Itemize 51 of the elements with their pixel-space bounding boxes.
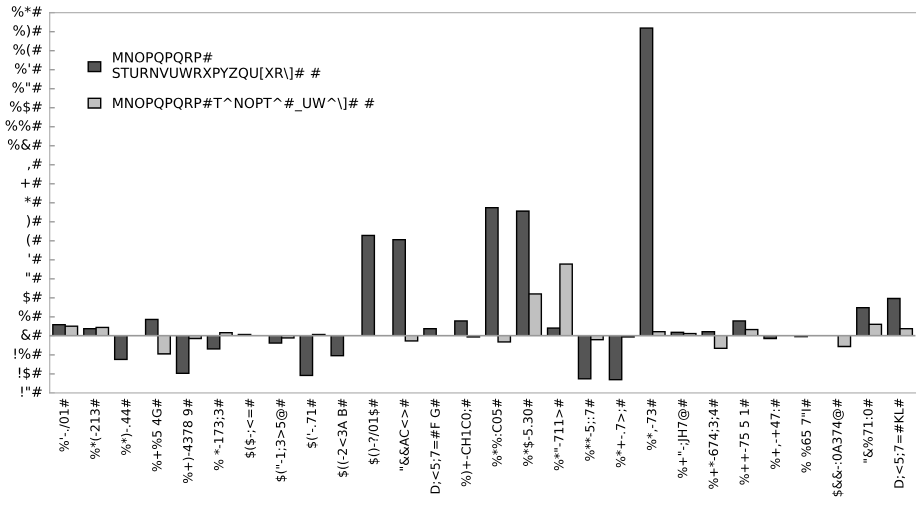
x-tick-label: $&&-:0A374@# [832,398,844,496]
legend-label: MNOPQPQRP# STURNVUWRXPYZQU[XR\]# # [112,52,320,80]
text: %"# [12,82,42,93]
x-tick-label: D;<5;7=#KL# [894,398,905,488]
x-tick-label: $($-;<=# [244,398,256,458]
x-tick-label: %*(-213# [90,398,102,459]
legend-label: MNOPQPQRP#T^NOPT^#_UW^\]# # [113,97,374,112]
text: !%# [14,348,42,359]
text: %&# [8,139,42,150]
text: )# [26,215,42,228]
x-tick-label: %+)-4378 9# [182,398,194,484]
text: %%# [6,120,42,131]
x-tick-label: % *-173;3# [214,398,225,470]
text: %'# [14,63,42,74]
x-tick-label: $()-?/01$# [368,398,380,464]
text: ,# [28,158,42,170]
x-tick-label: %)+-CH1C0;# [461,398,472,486]
text: (# [26,234,42,246]
text: '# [28,254,42,264]
x-tick-label: %*"-711># [554,398,564,470]
x-tick-label: D;<5;7=#F G# [430,398,442,494]
x-tick-label: %*,-73# [646,398,658,450]
x-tick-label: %*)-.44# [120,398,132,455]
text: %(# [13,44,42,56]
x-tick-label: "&%71:0# [863,398,873,463]
text: %# [18,310,42,321]
x-tick-label: %+"-;JH7@# [678,398,690,478]
text: "# [26,272,42,283]
x-tick-label: %++-75 5 1# [740,398,750,485]
x-tick-label: $("-1;3>5@# [276,398,288,482]
x-tick-label: %*$-5.30# [522,398,534,466]
x-tick-label: $((-2<3A B# [337,398,349,477]
x-tick-label: $('-.71# [306,398,318,448]
text: !$# [18,367,42,380]
x-tick-label: %**-5;:7# [584,398,596,461]
x-tick-label: %*%:C05# [492,398,502,466]
x-tick-label: %*+-.7>;# [616,398,627,468]
x-tick-label: %+*-674;3;4# [708,398,720,489]
text: &# [21,329,42,340]
x-tick-label: % %65 7"I# [801,398,811,473]
x-tick-label: "&&AC<># [399,398,409,470]
text: *# [24,196,42,207]
x-tick-label: %+,-+47:# [770,398,782,469]
text: $# [23,291,42,304]
text: %*# [12,6,42,17]
x-tick-label: %'-./01# [59,398,70,452]
x-tick-label: %+%5 4G# [152,398,162,472]
text: !"# [21,386,42,397]
text: %)# [13,24,42,38]
text: +# [21,178,42,188]
text: %$# [10,101,42,114]
